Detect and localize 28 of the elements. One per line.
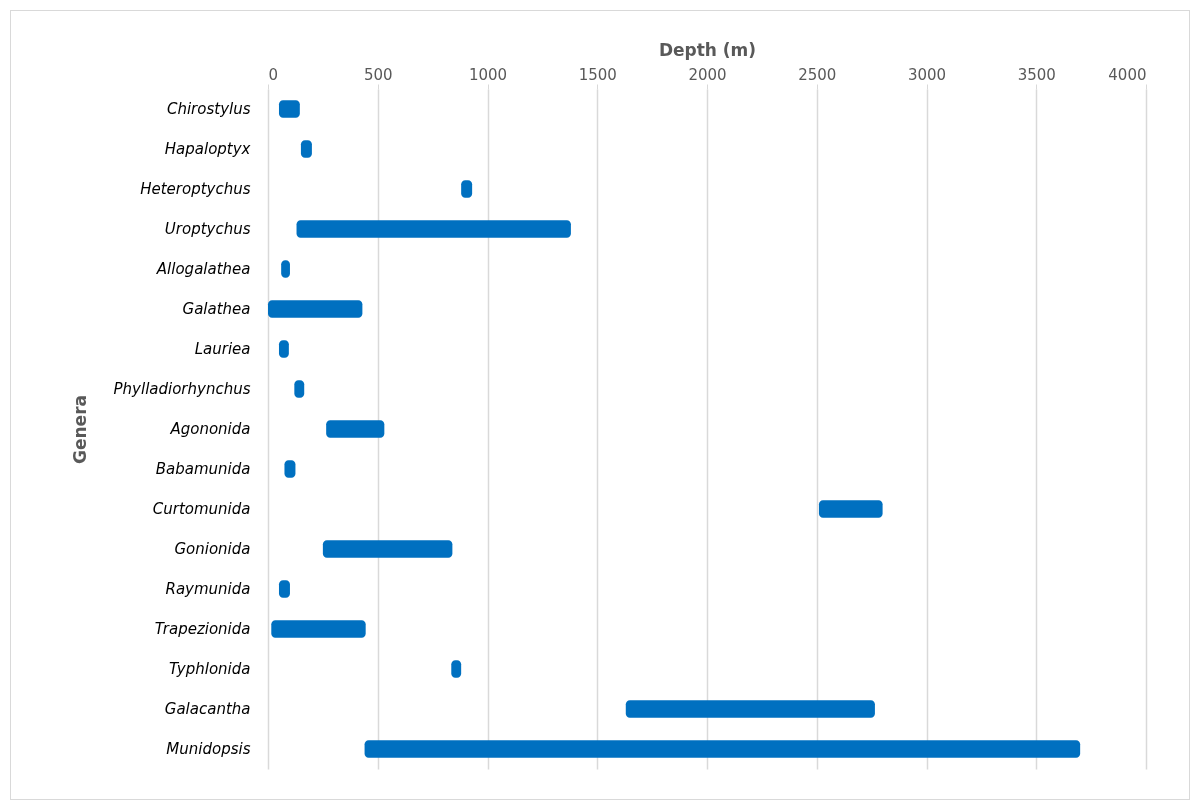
y-tick-label: Allogalathea xyxy=(155,260,251,278)
x-tick-label: 1500 xyxy=(578,65,617,84)
y-tick-label: Trapezionida xyxy=(154,620,251,638)
x-axis-title: Depth (m) xyxy=(658,39,757,60)
x-tick-label: 2500 xyxy=(798,65,837,84)
x-tick-label: 3000 xyxy=(907,65,947,84)
x-tick-label: 0 xyxy=(268,65,279,84)
y-axis-title: Genera xyxy=(69,395,90,464)
x-tick-label: 2000 xyxy=(688,65,727,84)
y-tick-label: Typhlonida xyxy=(169,660,251,678)
y-tick-label: Phylladiorhynchus xyxy=(113,380,251,398)
y-tick-label: Galathea xyxy=(182,300,251,318)
x-tick-label: 4000 xyxy=(1108,65,1147,84)
y-tick-label: Gonionida xyxy=(174,540,251,558)
x-tick-label: 500 xyxy=(363,65,393,84)
y-tick-label: Hapaloptyx xyxy=(164,140,251,158)
y-tick-label: Curtomunida xyxy=(152,500,251,518)
x-tick-label: 3500 xyxy=(1017,65,1056,84)
y-tick-label: Munidopsis xyxy=(166,740,251,758)
y-tick-label: Galacantha xyxy=(164,700,251,718)
y-tick-label: Lauriea xyxy=(194,340,251,358)
y-tick-label: Heteroptychus xyxy=(140,180,251,198)
y-tick-label: Uroptychus xyxy=(164,220,251,238)
x-tick-label: 1000 xyxy=(468,65,508,84)
y-tick-label: Babamunida xyxy=(155,460,251,478)
y-tick-label: Agononida xyxy=(169,420,251,438)
y-tick-label: Chirostylus xyxy=(166,100,251,118)
y-tick-label: Raymunida xyxy=(165,580,251,598)
